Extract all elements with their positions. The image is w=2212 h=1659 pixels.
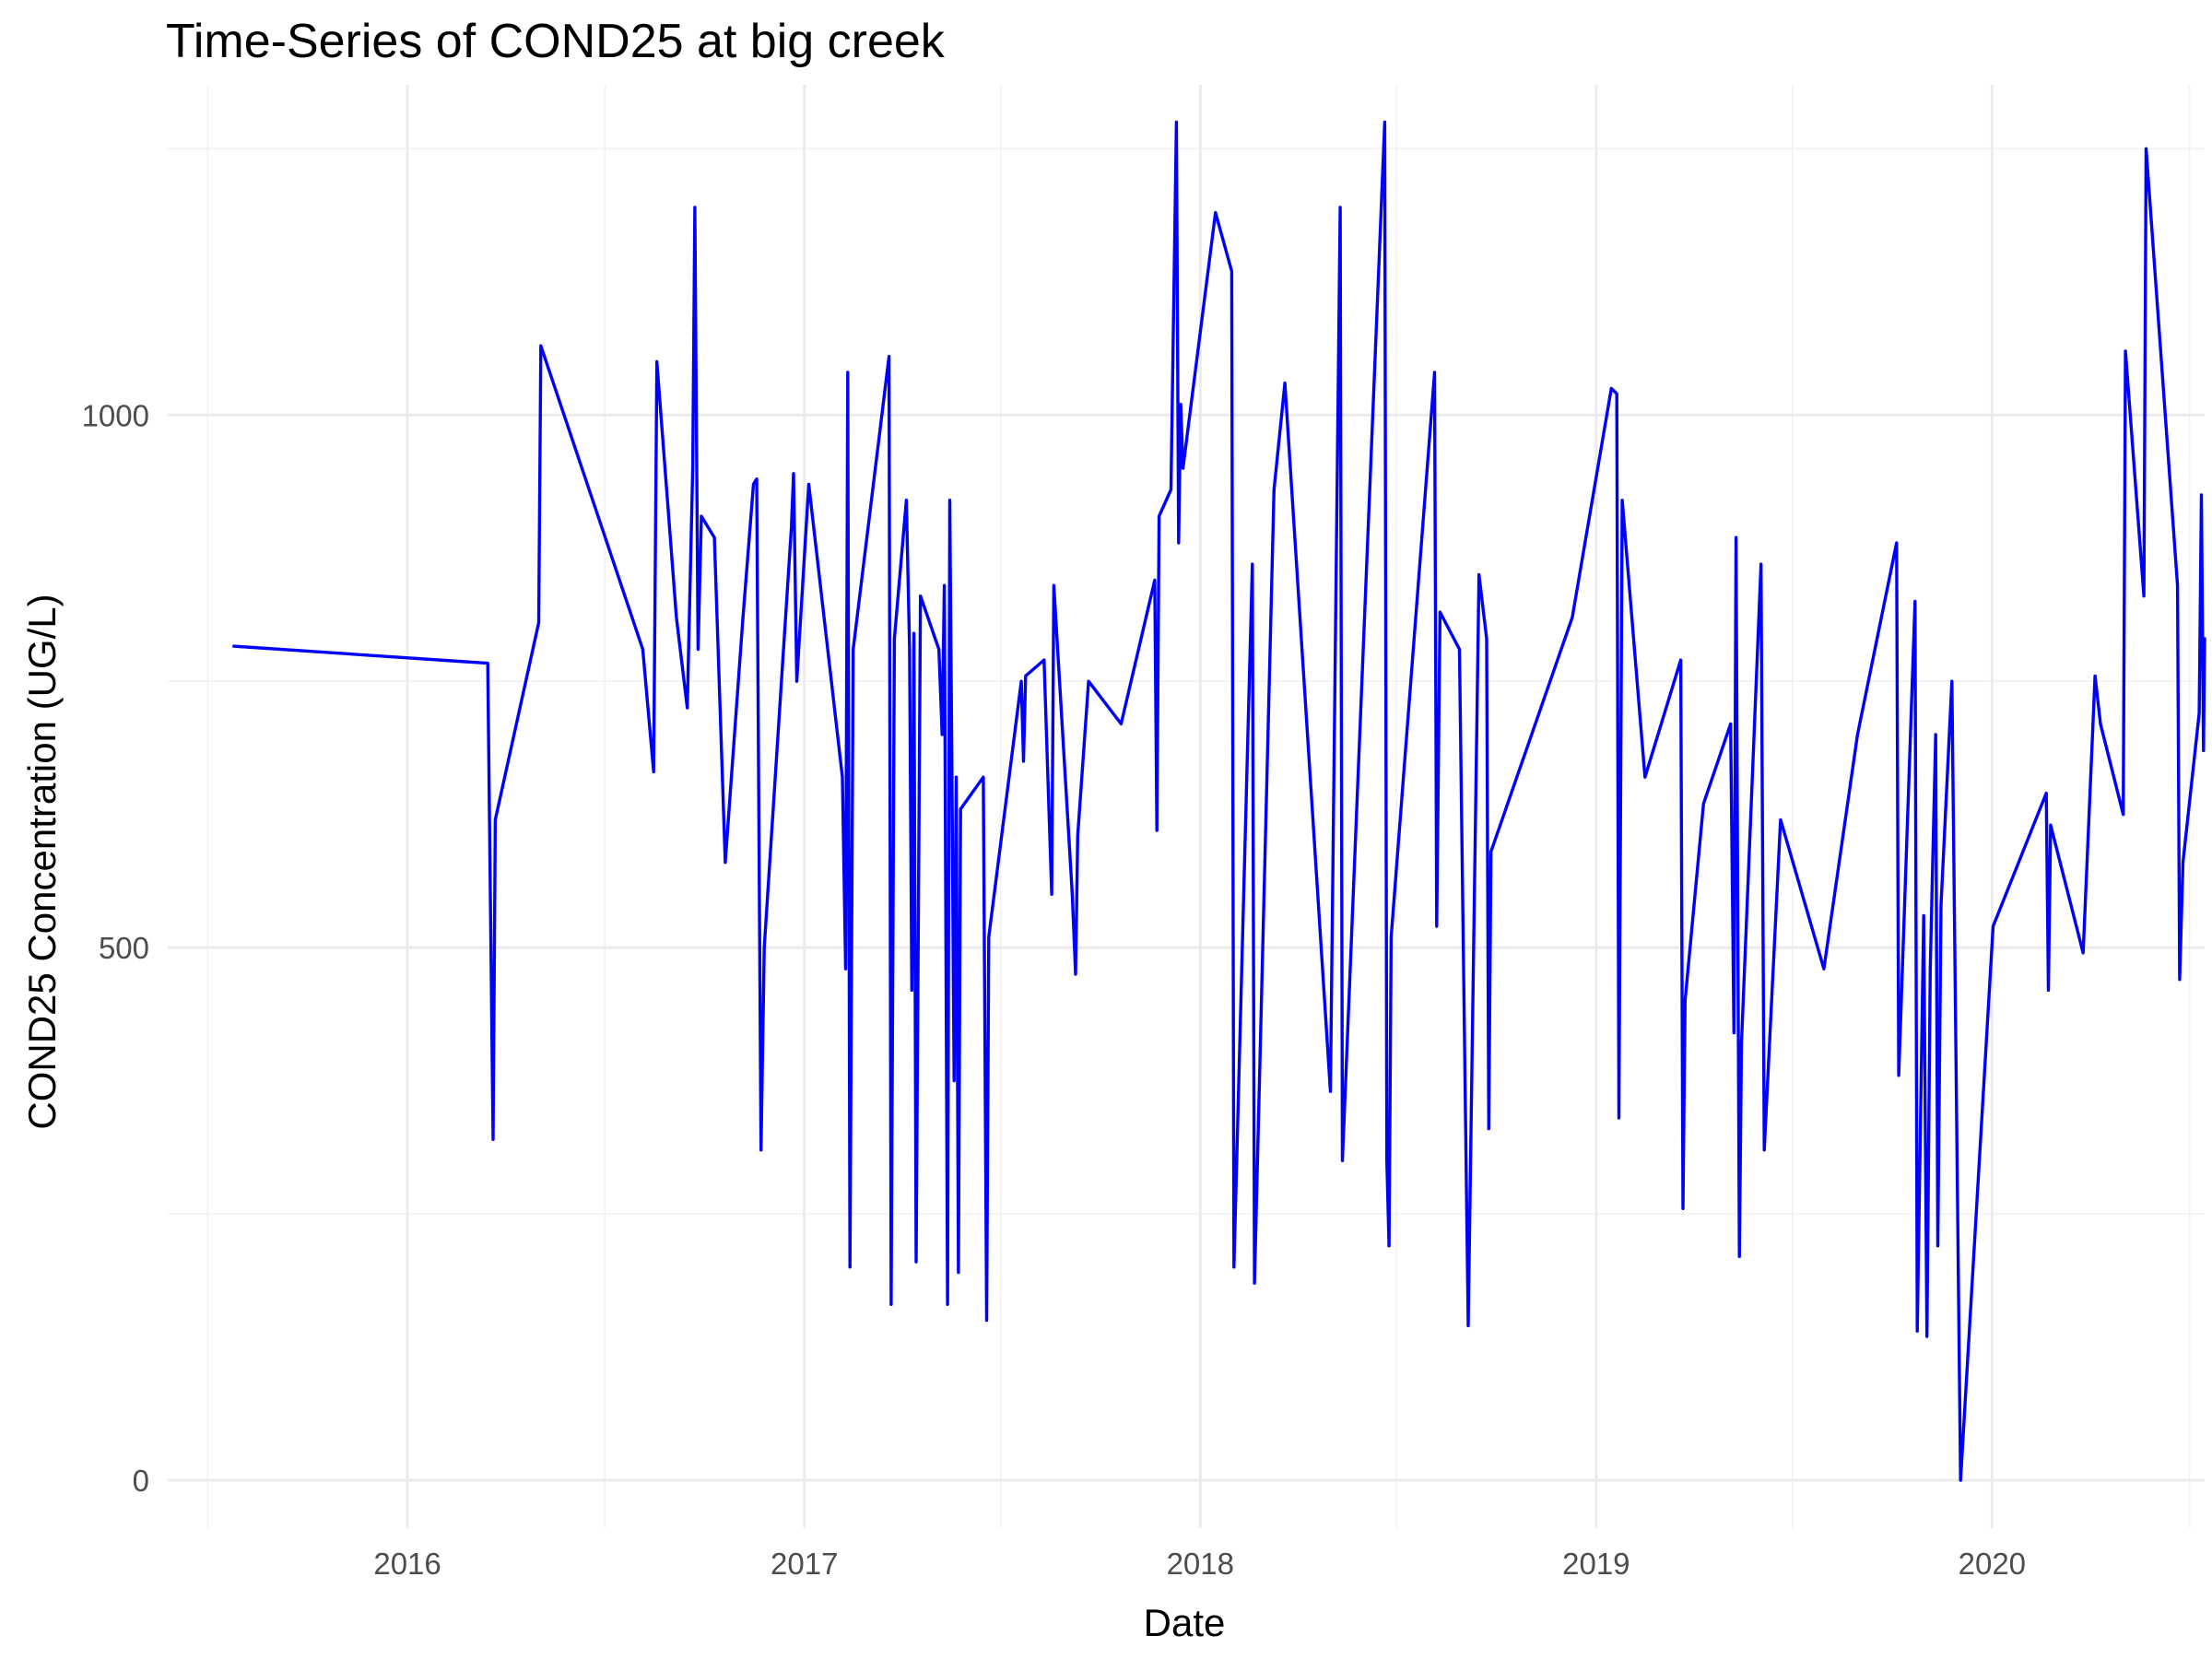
y-axis-ticks: 0 500 1000 bbox=[82, 398, 149, 1498]
x-tick-label: 2017 bbox=[771, 1547, 838, 1581]
x-tick-label: 2019 bbox=[1562, 1547, 1630, 1581]
series-line bbox=[232, 120, 2206, 1482]
x-tick-label: 2018 bbox=[1167, 1547, 1234, 1581]
y-tick-label: 1000 bbox=[82, 398, 149, 432]
y-tick-label: 500 bbox=[99, 931, 149, 965]
chart-title: Time-Series of COND25 at big creek bbox=[166, 15, 946, 68]
series-layer bbox=[232, 120, 2206, 1482]
y-tick-label: 0 bbox=[133, 1464, 149, 1498]
x-axis-ticks: 2016 2017 2018 2019 2020 bbox=[373, 1547, 2026, 1581]
x-axis-title: Date bbox=[1144, 1601, 1226, 1644]
x-tick-label: 2020 bbox=[1959, 1547, 2026, 1581]
y-axis-title: COND25 Concentration (UG/L) bbox=[20, 594, 64, 1129]
x-tick-label: 2016 bbox=[373, 1547, 441, 1581]
major-gridlines bbox=[168, 85, 2205, 1528]
